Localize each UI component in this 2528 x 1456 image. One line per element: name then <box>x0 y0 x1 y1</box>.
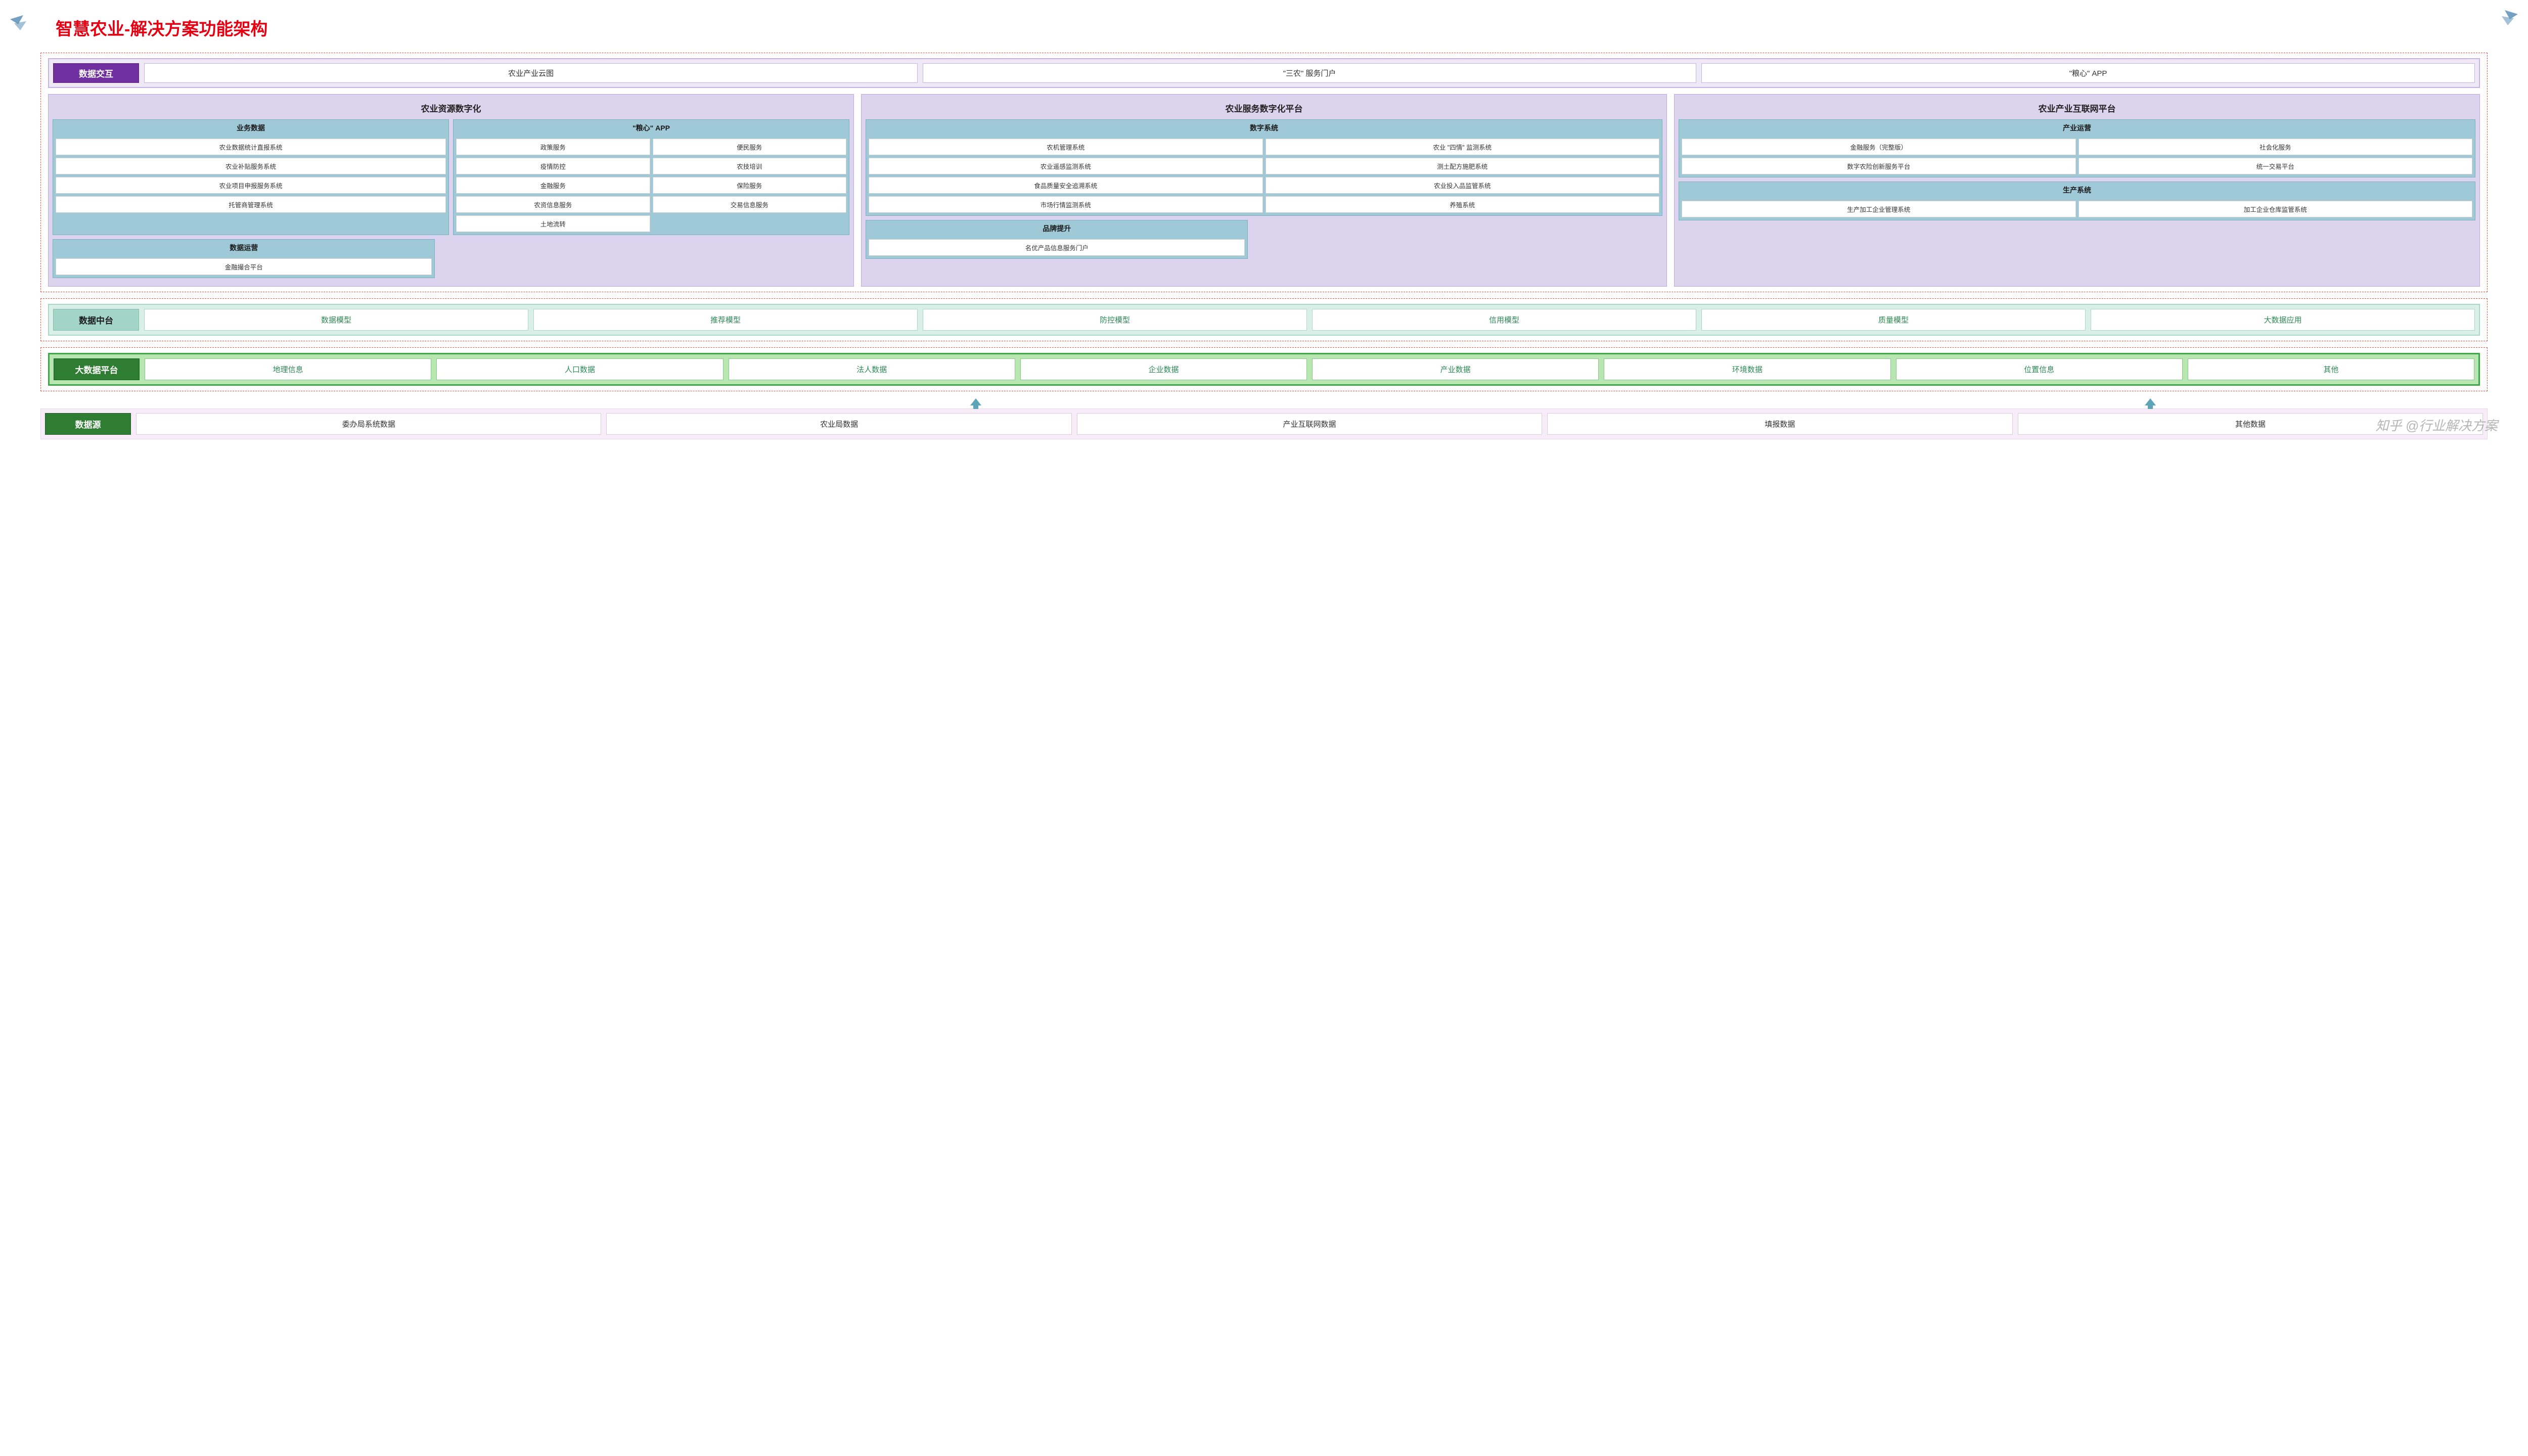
row-data-sources: 数据源 委办局系统数据 农业局数据 产业互联网数据 填报数据 其他数据 <box>40 408 2488 439</box>
row5-item: 产业互联网数据 <box>1077 413 1542 435</box>
row4-item: 环境数据 <box>1604 358 1890 380</box>
sub-pane-label: 生产系统 <box>1679 182 2475 198</box>
feature-cell: 交易信息服务 <box>653 196 847 213</box>
feature-cell: 农业投入品监管系统 <box>1266 177 1660 194</box>
row4-label: 大数据平台 <box>54 358 140 380</box>
page-title: 智慧农业-解决方案功能架构 <box>56 15 2488 40</box>
row5-item: 农业局数据 <box>606 413 1071 435</box>
sub-pane: 生产系统生产加工企业管理系统加工企业仓库监管系统 <box>1679 181 2475 220</box>
arrows-up <box>40 397 2488 408</box>
feature-cell: 金融服务 <box>456 177 650 194</box>
row3-item: 推荐模型 <box>533 309 918 331</box>
feature-cell: 土地流转 <box>456 215 650 232</box>
feature-cell: 市场行情监测系统 <box>869 196 1263 213</box>
row5-item: 委办局系统数据 <box>136 413 601 435</box>
platform-column: 农业产业互联网平台产业运营金融服务（完整版）社会化服务数字农险创新服务平台统一交… <box>1674 94 2480 287</box>
feature-cell: 数字农险创新服务平台 <box>1682 158 2076 174</box>
row3-item: 大数据应用 <box>2091 309 2475 331</box>
row1-item: "三农" 服务门户 <box>923 63 1696 83</box>
row3-label: 数据中台 <box>53 309 139 331</box>
row5-label: 数据源 <box>45 413 131 435</box>
row-data-midplatform: 数据中台 数据模型 推荐模型 防控模型 信用模型 质量模型 大数据应用 <box>48 304 2480 336</box>
feature-cell: 养殖系统 <box>1266 196 1660 213</box>
row4-item: 法人数据 <box>729 358 1015 380</box>
sub-pane-label: 产业运营 <box>1679 120 2475 136</box>
feature-cell: 农业 "四情" 监测系统 <box>1266 139 1660 155</box>
feature-cell: 名优产品信息服务门户 <box>869 239 1245 256</box>
feature-cell: 便民服务 <box>653 139 847 155</box>
row3-item: 信用模型 <box>1312 309 1696 331</box>
row3-item: 防控模型 <box>923 309 1307 331</box>
feature-cell: 托管商管理系统 <box>56 196 446 213</box>
platform-column: 农业服务数字化平台数字系统农机管理系统农业 "四情" 监测系统农业遥感监测系统测… <box>861 94 1667 287</box>
feature-cell: 金融撮合平台 <box>56 258 432 275</box>
sub-pane: 数字系统农机管理系统农业 "四情" 监测系统农业遥感监测系统测土配方施肥系统食品… <box>866 119 1662 216</box>
feature-cell: 农技培训 <box>653 158 847 174</box>
feature-cell: 农业遥感监测系统 <box>869 158 1263 174</box>
feature-cell: 食品质量安全追溯系统 <box>869 177 1263 194</box>
arrow-up-icon <box>2145 398 2156 405</box>
feature-cell: 农业项目申报服务系统 <box>56 177 446 194</box>
section-data-midplatform: 数据中台 数据模型 推荐模型 防控模型 信用模型 质量模型 大数据应用 <box>40 298 2488 341</box>
row5-item: 填报数据 <box>1547 413 2012 435</box>
feature-cell: 测土配方施肥系统 <box>1266 158 1660 174</box>
feature-cell: 农业数据统计直报系统 <box>56 139 446 155</box>
row-bigdata-platform: 大数据平台 地理信息 人口数据 法人数据 企业数据 产业数据 环境数据 位置信息… <box>48 353 2480 386</box>
feature-cell: 疫情防控 <box>456 158 650 174</box>
feature-cell: 农业补贴服务系统 <box>56 158 446 174</box>
row1-item: 农业产业云图 <box>144 63 918 83</box>
sub-pane-label: 数据运营 <box>53 240 434 256</box>
row1-label: 数据交互 <box>53 63 139 83</box>
feature-cell: 政策服务 <box>456 139 650 155</box>
sub-pane-label: "粮心" APP <box>454 120 849 136</box>
row5-item: 其他数据 <box>2018 413 2483 435</box>
sub-pane: 数据运营金融撮合平台 <box>53 239 435 278</box>
row4-item: 位置信息 <box>1896 358 2183 380</box>
sub-pane-label: 数字系统 <box>866 120 1662 136</box>
row3-item: 质量模型 <box>1701 309 2086 331</box>
corner-decor-tl-icon <box>9 14 29 34</box>
feature-cell: 保险服务 <box>653 177 847 194</box>
sub-pane-label: 业务数据 <box>53 120 448 136</box>
feature-cell: 加工企业仓库监管系统 <box>2079 201 2473 217</box>
feature-cell: 金融服务（完整版） <box>1682 139 2076 155</box>
column-title: 农业服务数字化平台 <box>866 99 1662 119</box>
row4-item: 人口数据 <box>436 358 723 380</box>
sub-pane: 品牌提升名优产品信息服务门户 <box>866 220 1248 259</box>
corner-decor-tr-icon <box>2499 9 2519 29</box>
row4-item: 地理信息 <box>145 358 431 380</box>
sub-pane: 产业运营金融服务（完整版）社会化服务数字农险创新服务平台统一交易平台 <box>1679 119 2475 177</box>
column-title: 农业资源数字化 <box>53 99 849 119</box>
sub-pane: "粮心" APP 政策服务便民服务疫情防控农技培训金融服务保险服务农资信息服务交易… <box>453 119 849 235</box>
row-platform-columns: 农业资源数字化业务数据农业数据统计直报系统农业补贴服务系统农业项目申报服务系统托… <box>48 94 2480 287</box>
sub-pane: 业务数据农业数据统计直报系统农业补贴服务系统农业项目申报服务系统托管商管理系统 <box>53 119 449 235</box>
section-bigdata-platform: 大数据平台 地理信息 人口数据 法人数据 企业数据 产业数据 环境数据 位置信息… <box>40 347 2488 391</box>
section-apps-and-platforms: 数据交互 农业产业云图 "三农" 服务门户 "粮心" APP 农业资源数字化业务… <box>40 53 2488 292</box>
feature-cell: 农机管理系统 <box>869 139 1263 155</box>
feature-cell: 统一交易平台 <box>2079 158 2473 174</box>
sub-pane-label: 品牌提升 <box>866 220 1247 237</box>
row4-item: 企业数据 <box>1020 358 1307 380</box>
platform-column: 农业资源数字化业务数据农业数据统计直报系统农业补贴服务系统农业项目申报服务系统托… <box>48 94 854 287</box>
row3-item: 数据模型 <box>144 309 528 331</box>
row-data-interaction: 数据交互 农业产业云图 "三农" 服务门户 "粮心" APP <box>48 58 2480 88</box>
row1-item: "粮心" APP <box>1701 63 2475 83</box>
column-title: 农业产业互联网平台 <box>1679 99 2475 119</box>
feature-cell: 农资信息服务 <box>456 196 650 213</box>
feature-cell: 社会化服务 <box>2079 139 2473 155</box>
feature-cell: 生产加工企业管理系统 <box>1682 201 2076 217</box>
row4-item: 产业数据 <box>1312 358 1599 380</box>
row4-item: 其他 <box>2188 358 2474 380</box>
arrow-up-icon <box>970 398 981 405</box>
